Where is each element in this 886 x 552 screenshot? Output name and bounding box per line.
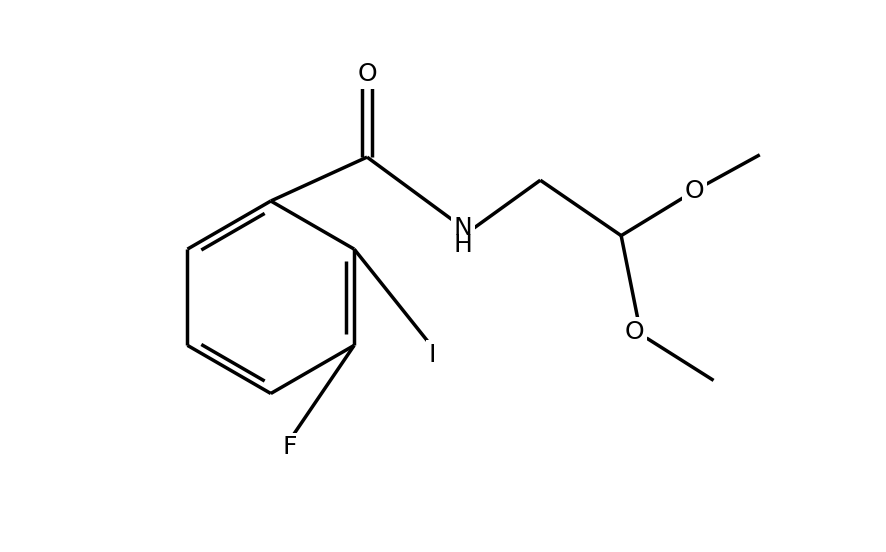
Text: I: I [429,343,436,367]
Text: O: O [625,320,644,344]
Text: O: O [357,62,377,86]
Text: F: F [283,436,298,459]
Text: H: H [454,233,473,257]
Text: N: N [454,216,473,240]
Text: O: O [685,179,704,203]
